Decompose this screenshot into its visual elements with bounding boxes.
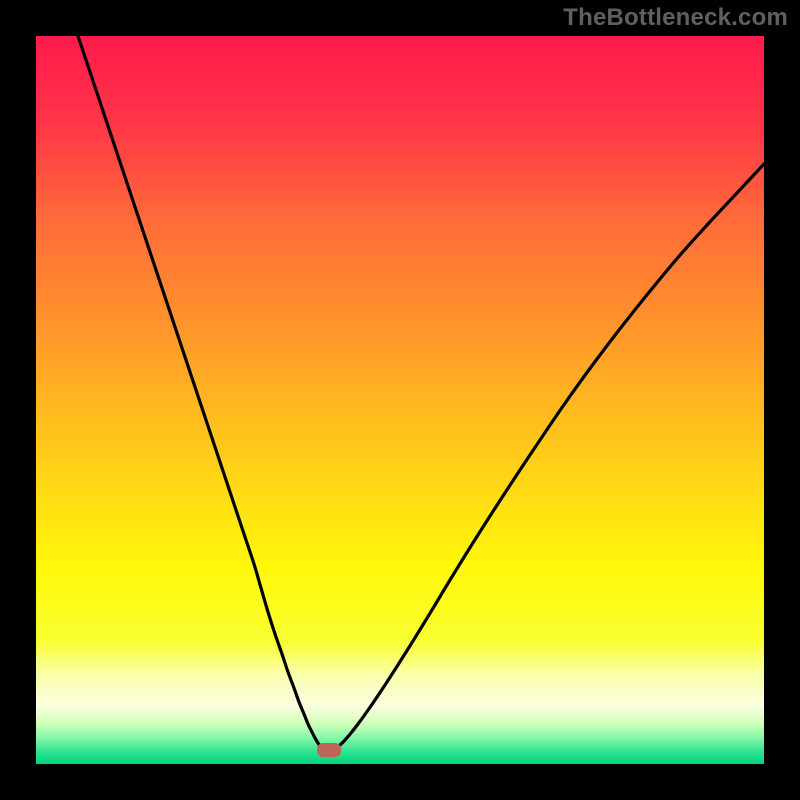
chart-frame: TheBottleneck.com	[0, 0, 800, 800]
chart-svg	[36, 36, 764, 764]
gradient-background	[36, 36, 764, 764]
watermark-text: TheBottleneck.com	[563, 4, 788, 32]
bottleneck-marker	[317, 743, 341, 757]
plot-area	[36, 36, 764, 764]
